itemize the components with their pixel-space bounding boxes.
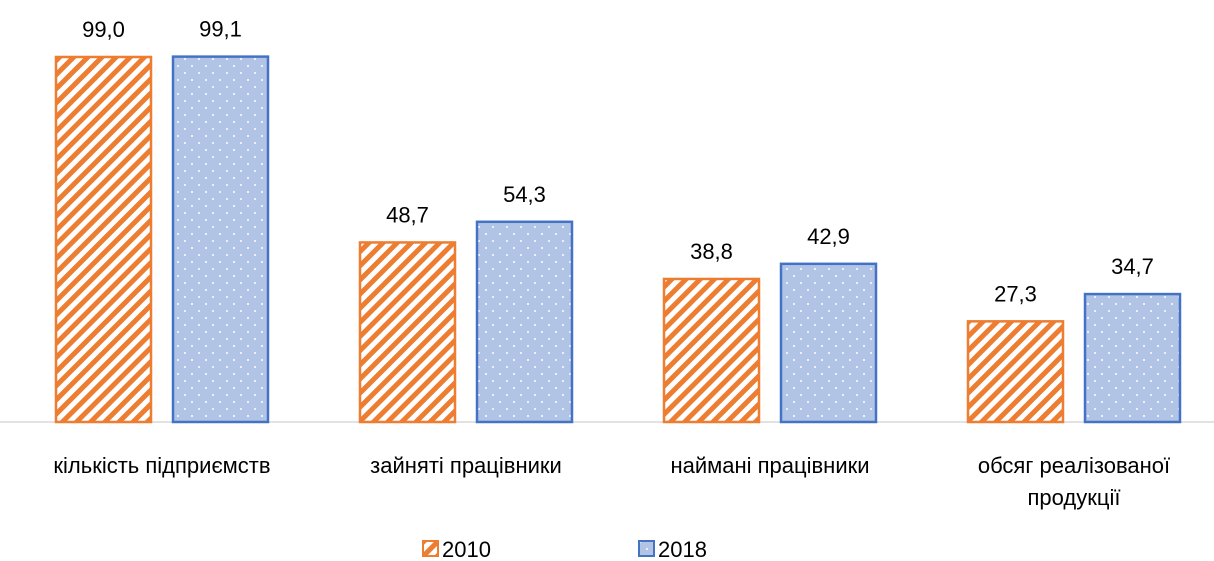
bar <box>662 277 761 424</box>
x-tick-label: зайняті працівники <box>370 453 562 478</box>
bar <box>1083 292 1182 424</box>
x-tick-label: кількість підприємств <box>53 453 271 478</box>
bar <box>54 55 153 424</box>
legend-label: 2018 <box>658 537 707 561</box>
bar <box>475 220 574 424</box>
legend-swatch <box>422 540 439 557</box>
legend-swatch <box>638 540 655 557</box>
data-label: 27,3 <box>994 281 1037 306</box>
bar <box>358 241 457 424</box>
data-label: 99,1 <box>199 17 242 42</box>
data-label: 34,7 <box>1111 254 1154 279</box>
x-tick-label: наймані працівники <box>670 453 870 478</box>
x-tick-label: обсяг реалізованої продукції <box>977 453 1171 510</box>
bar <box>779 262 878 424</box>
data-label: 38,8 <box>690 239 733 264</box>
bar <box>171 55 270 424</box>
data-label: 54,3 <box>503 182 546 207</box>
data-label: 42,9 <box>807 224 850 249</box>
legend-label: 2010 <box>442 537 491 561</box>
data-label: 99,0 <box>82 17 125 42</box>
data-label: 48,7 <box>386 202 429 227</box>
bar <box>966 320 1065 424</box>
